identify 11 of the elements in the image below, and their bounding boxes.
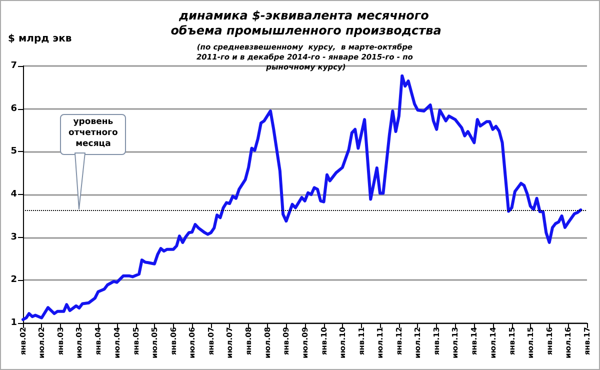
y-tick-label: 2 <box>10 275 17 286</box>
line-series <box>22 74 582 322</box>
chart-title: динамика $-эквивалента месячного объема промышленного производства <box>170 8 442 38</box>
y-tick-label: 3 <box>10 232 17 242</box>
y-axis-title: $ млрд экв <box>8 34 72 44</box>
y-tick-label: 6 <box>10 104 17 114</box>
y-tick-label: 4 <box>10 190 17 200</box>
annotation: уровень отчетного месяца <box>60 114 126 155</box>
y-tick-label: 1 <box>10 318 17 328</box>
y-tick-label: 7 <box>10 61 17 71</box>
y-tick-label: 5 <box>10 146 17 157</box>
